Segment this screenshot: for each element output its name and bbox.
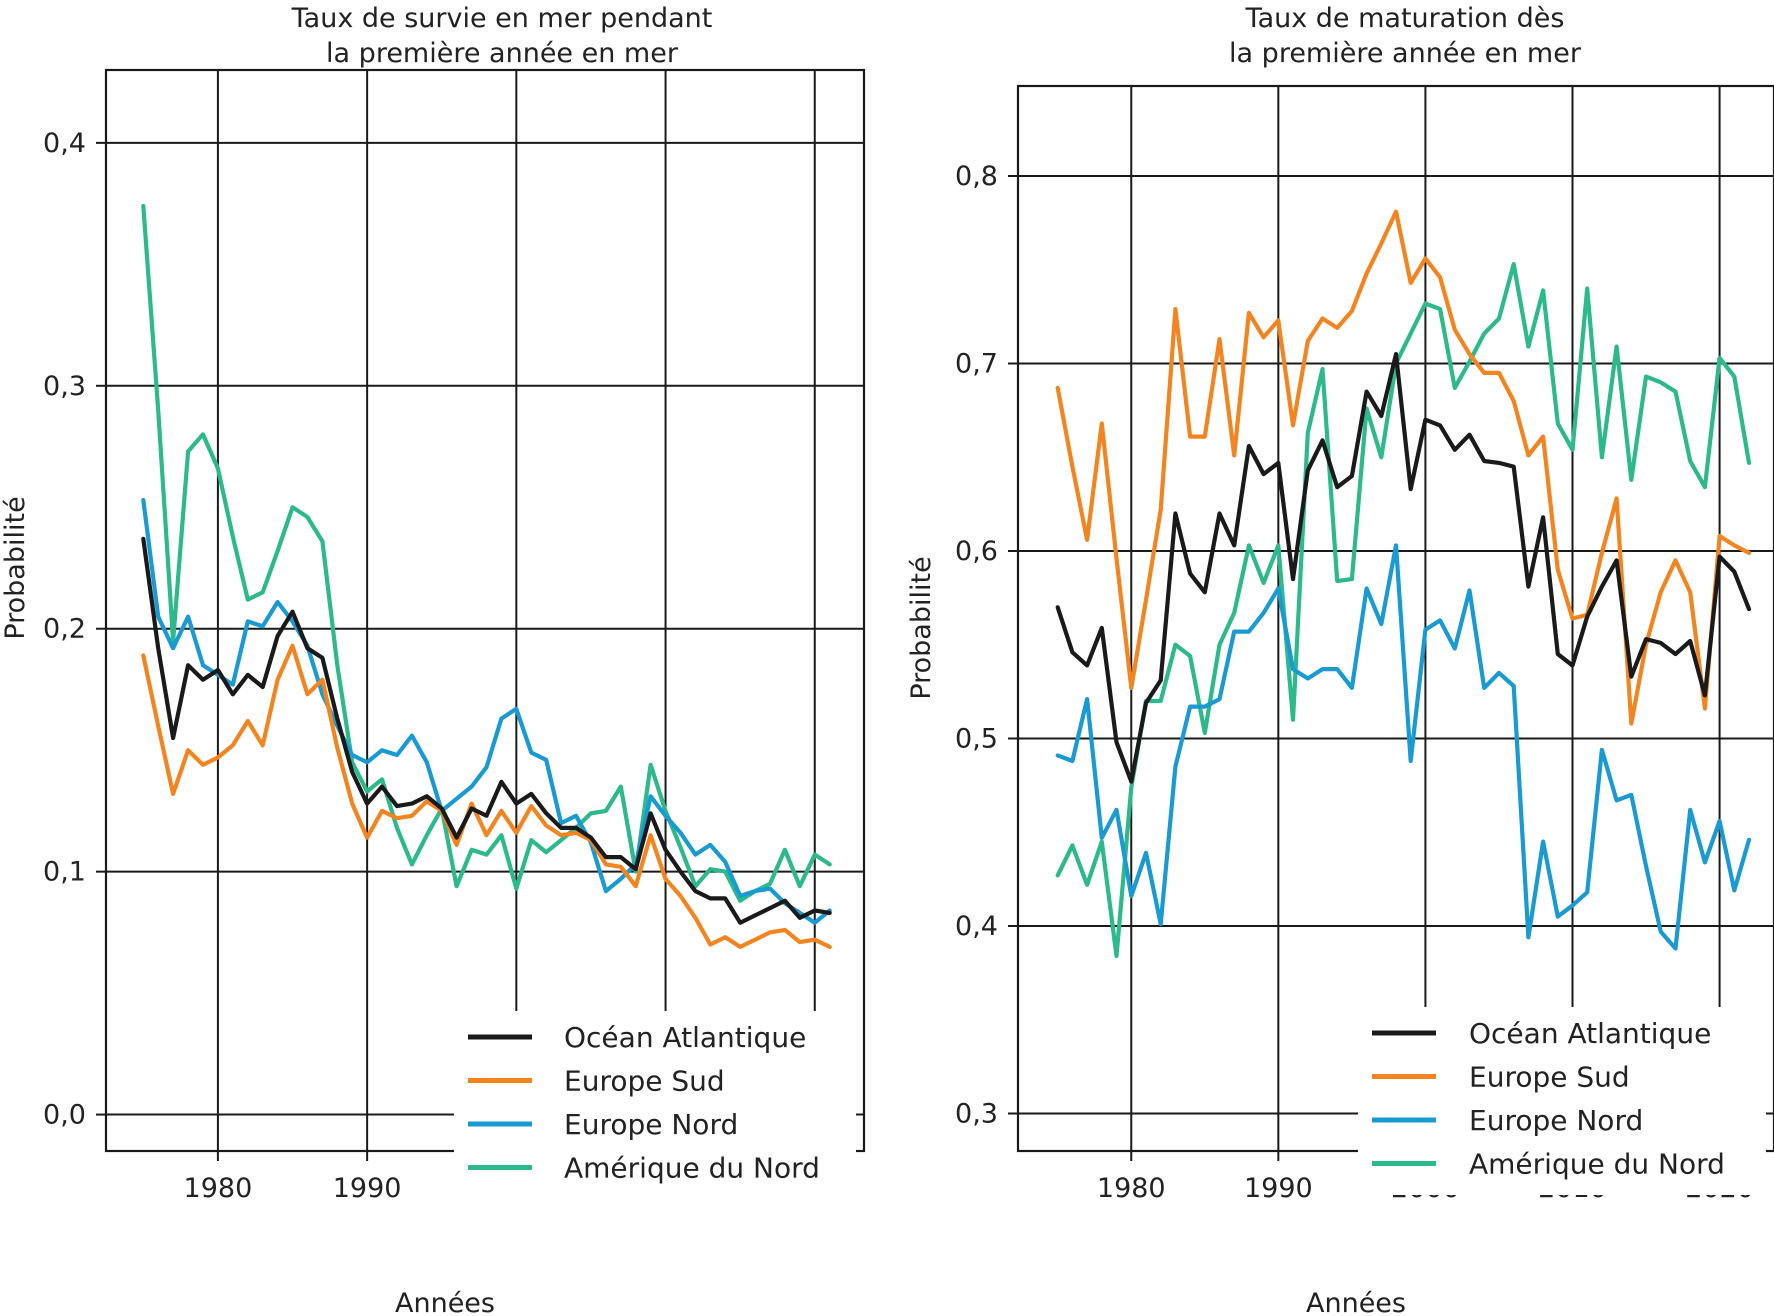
y-axis-label: Probabilité [0, 496, 31, 639]
legend-label: Amérique du Nord [1469, 1148, 1725, 1181]
legend-label: Europe Sud [1469, 1061, 1630, 1094]
legend-label: Océan Atlantique [564, 1021, 806, 1054]
chart-title-line: la première année en mer [1229, 38, 1582, 69]
y-tick-label: 0,1 [43, 857, 86, 888]
plot-frame [104, 68, 866, 1153]
y-tick-label: 0,8 [955, 161, 998, 192]
chart-panel-2: 198019902000201020200,30,40,50,60,70,8Ta… [906, 3, 1774, 1316]
x-tick-label: 1990 [1244, 1173, 1313, 1204]
legend-label: Océan Atlantique [1469, 1017, 1711, 1050]
series-line-oc-an-atlantique [1055, 352, 1752, 784]
legend-label: Amérique du Nord [564, 1152, 820, 1185]
x-tick-label: 1980 [184, 1173, 253, 1204]
series-line-europe-sud [1055, 209, 1752, 726]
series-line-europe-nord [141, 497, 832, 925]
legend-label: Europe Nord [1469, 1104, 1643, 1137]
chart-panel-1: 198019902000201020200,00,10,20,30,4Taux … [0, 3, 866, 1316]
x-tick-label: 1980 [1097, 1173, 1166, 1204]
x-axis-label: Années [1306, 1288, 1406, 1316]
series-line-europe-nord [1055, 543, 1752, 951]
y-tick-label: 0,7 [955, 349, 998, 380]
y-tick-label: 0,3 [43, 371, 86, 402]
y-tick-label: 0,3 [955, 1099, 998, 1130]
series-line-am-rique-du-nord [141, 203, 832, 903]
series-line-am-rique-du-nord [1055, 262, 1752, 959]
y-tick-label: 0,2 [43, 614, 86, 645]
y-tick-label: 0,0 [43, 1100, 86, 1131]
x-tick-label: 1990 [333, 1173, 402, 1204]
series-line-europe-sud [141, 643, 832, 950]
x-axis-label: Années [395, 1288, 495, 1316]
y-tick-label: 0,5 [955, 724, 998, 755]
chart-title-line: Taux de survie en mer pendant [291, 3, 713, 34]
y-tick-label: 0,4 [43, 128, 86, 159]
chart-title-line: la première année en mer [326, 38, 679, 69]
chart-title-line: Taux de maturation dès [1245, 3, 1565, 34]
legend-label: Europe Nord [564, 1108, 738, 1141]
y-axis-label: Probabilité [906, 556, 937, 699]
y-tick-label: 0,4 [955, 911, 998, 942]
series-line-oc-an-atlantique [141, 536, 832, 925]
y-tick-label: 0,6 [955, 536, 998, 567]
legend-label: Europe Sud [564, 1065, 725, 1098]
